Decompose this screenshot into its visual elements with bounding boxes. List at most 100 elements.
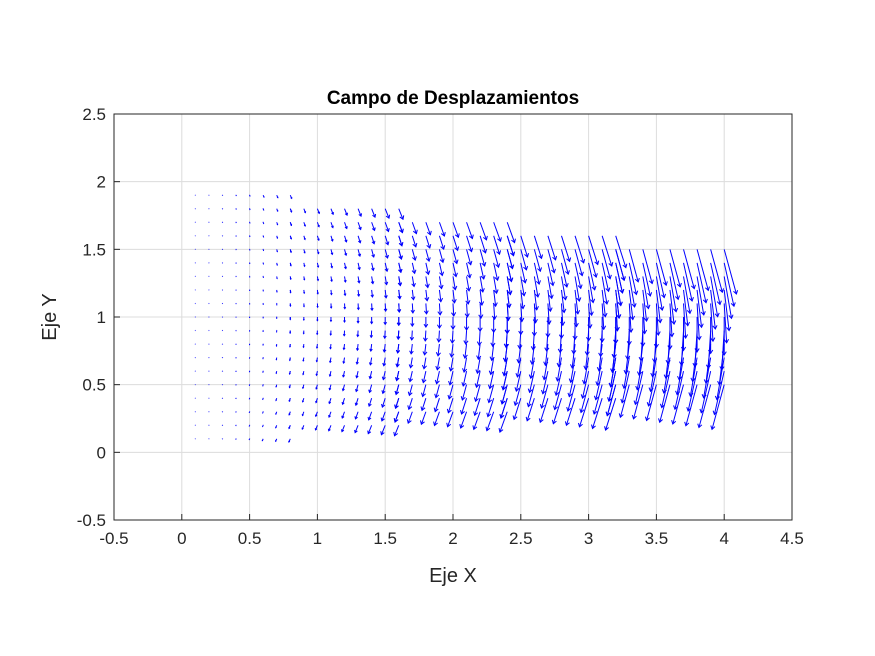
displacement-vector <box>485 411 495 432</box>
displacement-vector <box>235 438 237 440</box>
displacement-vector <box>367 425 373 435</box>
displacement-vector <box>628 276 637 308</box>
displacement-vector <box>433 398 440 413</box>
displacement-vector <box>369 317 374 325</box>
displacement-vector <box>208 208 210 210</box>
displacement-vector <box>601 289 608 318</box>
displacement-vector <box>357 208 363 217</box>
displacement-vector <box>221 424 224 426</box>
displacement-vector <box>409 344 414 355</box>
displacement-vector <box>566 384 576 412</box>
displacement-vector <box>384 289 388 299</box>
displacement-vector <box>289 222 293 227</box>
displacement-vector <box>411 262 417 275</box>
displacement-vector <box>574 289 581 315</box>
displacement-vector <box>371 249 376 258</box>
displacement-vector <box>382 330 387 340</box>
displacement-vector <box>249 194 251 197</box>
displacement-vector <box>382 344 387 353</box>
displacement-vector <box>248 357 251 359</box>
y-tick-label: -0.5 <box>77 511 106 530</box>
y-tick-label: 0 <box>97 443 106 462</box>
y-tick-label: 2 <box>97 173 106 192</box>
displacement-vector <box>682 303 689 339</box>
displacement-vector <box>316 276 320 282</box>
displacement-vector <box>303 222 306 227</box>
displacement-vector <box>380 411 386 422</box>
displacement-vector <box>479 276 485 293</box>
displacement-vector <box>601 235 614 267</box>
displacement-vector <box>669 276 679 313</box>
displacement-vector <box>601 303 607 331</box>
displacement-vector <box>395 357 400 368</box>
displacement-vector <box>330 276 333 283</box>
displacement-vector <box>344 262 347 270</box>
displacement-vector <box>368 371 373 380</box>
displacement-vector <box>384 208 391 220</box>
displacement-vector <box>554 371 562 397</box>
displacement-vector <box>208 248 210 250</box>
displacement-vector <box>547 289 553 313</box>
y-tick-label: 2.5 <box>82 105 106 124</box>
displacement-vector <box>506 262 514 283</box>
displacement-vector <box>407 398 413 411</box>
displacement-vector <box>642 249 654 285</box>
displacement-vector <box>341 398 345 406</box>
displacement-vector <box>551 398 562 425</box>
displacement-vector <box>235 194 237 197</box>
displacement-vector <box>221 397 224 399</box>
displacement-vector <box>380 425 386 436</box>
displacement-vector <box>221 235 224 237</box>
displacement-vector <box>472 411 481 431</box>
displacement-vector <box>502 357 508 377</box>
displacement-vector <box>547 235 558 261</box>
x-tick-label: 4.5 <box>780 529 804 548</box>
displacement-vector <box>574 262 583 290</box>
displacement-vector <box>476 330 482 347</box>
chart-title: Campo de Desplazamientos <box>327 88 579 109</box>
displacement-vector <box>655 303 661 336</box>
displacement-vector <box>398 222 404 234</box>
displacement-vector <box>686 371 698 412</box>
displacement-vector <box>221 275 224 277</box>
displacement-vector <box>533 262 541 286</box>
displacement-vector <box>235 248 237 251</box>
displacement-vector <box>383 317 388 326</box>
displacement-vector <box>555 357 562 382</box>
displacement-vector <box>438 262 445 277</box>
displacement-vector <box>506 289 512 309</box>
displacement-vector <box>369 330 374 339</box>
displacement-vector <box>615 249 626 282</box>
displacement-vector <box>397 303 402 313</box>
displacement-vector <box>194 248 196 250</box>
displacement-vector <box>235 221 237 224</box>
displacement-vector <box>397 289 402 300</box>
displacement-vector <box>479 289 485 306</box>
displacement-vector <box>249 262 251 265</box>
displacement-vector <box>558 317 565 340</box>
displacement-vector <box>370 276 375 285</box>
x-tick-label: 4 <box>719 529 728 548</box>
displacement-vector <box>384 235 390 246</box>
displacement-vector <box>208 357 210 359</box>
displacement-vector <box>547 249 556 274</box>
displacement-vector <box>330 289 333 296</box>
displacement-vector <box>262 208 265 211</box>
displacement-vector <box>221 384 224 386</box>
displacement-vector <box>328 384 332 391</box>
displacement-vector <box>533 235 544 260</box>
displacement-vector <box>208 343 210 345</box>
displacement-vector <box>208 194 210 196</box>
displacement-vector <box>303 249 306 254</box>
displacement-vector <box>194 357 196 359</box>
displacement-vector <box>533 249 543 273</box>
displacement-vector <box>235 343 237 345</box>
displacement-vector <box>607 371 617 403</box>
displacement-vector <box>194 438 196 440</box>
displacement-vector <box>723 276 734 320</box>
displacement-vector <box>579 384 590 414</box>
displacement-vector <box>569 344 576 369</box>
displacement-vector <box>262 302 264 305</box>
displacement-vector <box>208 235 210 237</box>
x-tick-label: 1.5 <box>373 529 397 548</box>
